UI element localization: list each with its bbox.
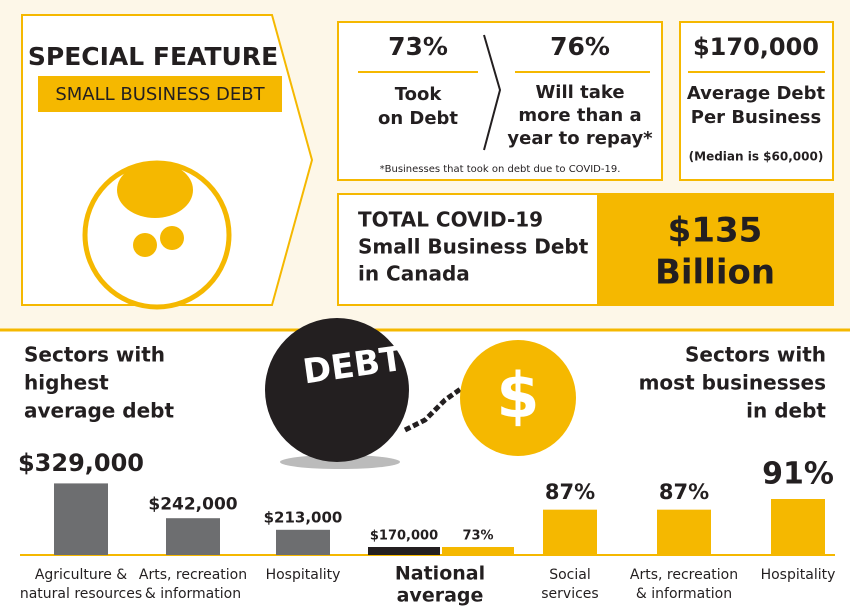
bar	[54, 483, 108, 555]
stat-value: 76%	[550, 32, 610, 61]
value-label: 87%	[545, 480, 595, 504]
category-label: Social	[549, 567, 591, 583]
total-value: $135	[668, 211, 763, 251]
stat-value: 73%	[388, 32, 448, 61]
coin-label: $	[496, 359, 539, 432]
total-text: Small Business Debt	[358, 235, 589, 259]
category-label: services	[541, 586, 598, 602]
subtitle: SMALL BUSINESS DEBT	[55, 84, 265, 105]
section-title: in debt	[746, 399, 826, 423]
coin	[160, 226, 184, 250]
category-label: Hospitality	[266, 567, 341, 583]
footnote: *Businesses that took on debt due to COV…	[380, 164, 621, 175]
average-text: Average Debt	[687, 83, 826, 104]
value-label: $170,000	[370, 529, 438, 544]
stat-text: more than a	[518, 105, 641, 126]
average-box	[679, 21, 834, 181]
stat-text: on Debt	[378, 108, 458, 129]
national-label: average	[397, 585, 484, 607]
bar	[166, 518, 220, 555]
chevron	[483, 34, 502, 151]
title: SPECIAL FEATURE	[28, 42, 278, 71]
category-label: Arts, recreation	[630, 567, 738, 583]
stat-text: Will take	[535, 82, 624, 103]
value-label: 91%	[762, 457, 834, 492]
bar	[543, 509, 597, 555]
total-value: Billion	[655, 253, 775, 293]
national-label: National	[395, 563, 485, 585]
category-label: natural resources	[20, 586, 142, 602]
section-title: highest	[24, 371, 109, 395]
section-title: Sectors with	[24, 343, 165, 367]
total-text: in Canada	[358, 262, 470, 286]
average-note: (Median is $60,000)	[689, 150, 824, 164]
average-text: Per Business	[691, 107, 821, 128]
stats-box	[337, 21, 663, 181]
total-highlight	[597, 194, 833, 305]
chain	[403, 385, 464, 433]
value-label: $213,000	[264, 508, 343, 526]
subtitle-band	[38, 76, 282, 112]
value-label: $242,000	[148, 495, 237, 515]
total-text: TOTAL COVID-19	[358, 208, 543, 232]
stat-text: year to repay*	[507, 128, 653, 149]
dollar-coin	[460, 340, 576, 456]
bar	[442, 547, 514, 555]
coin	[133, 233, 157, 257]
section-title: most businesses	[639, 371, 826, 395]
ball-shadow	[280, 455, 400, 469]
bar	[771, 499, 825, 555]
debt-ball	[265, 318, 409, 462]
value-label: 73%	[462, 529, 493, 544]
section-title: average debt	[24, 399, 174, 423]
bar	[368, 547, 440, 555]
value-label: $329,000	[18, 449, 144, 477]
stat-text: Took	[395, 84, 443, 105]
average-value: $170,000	[693, 33, 819, 61]
section-title: Sectors with	[685, 343, 826, 367]
category-label: Hospitality	[761, 567, 836, 583]
category-label: Agriculture &	[35, 567, 127, 583]
value-label: 87%	[659, 480, 709, 504]
category-label: & information	[636, 586, 732, 602]
category-label: & information	[145, 586, 241, 602]
piggy-body	[117, 162, 193, 218]
category-label: Arts, recreation	[139, 567, 247, 583]
bar	[657, 509, 711, 555]
bar	[276, 529, 330, 555]
